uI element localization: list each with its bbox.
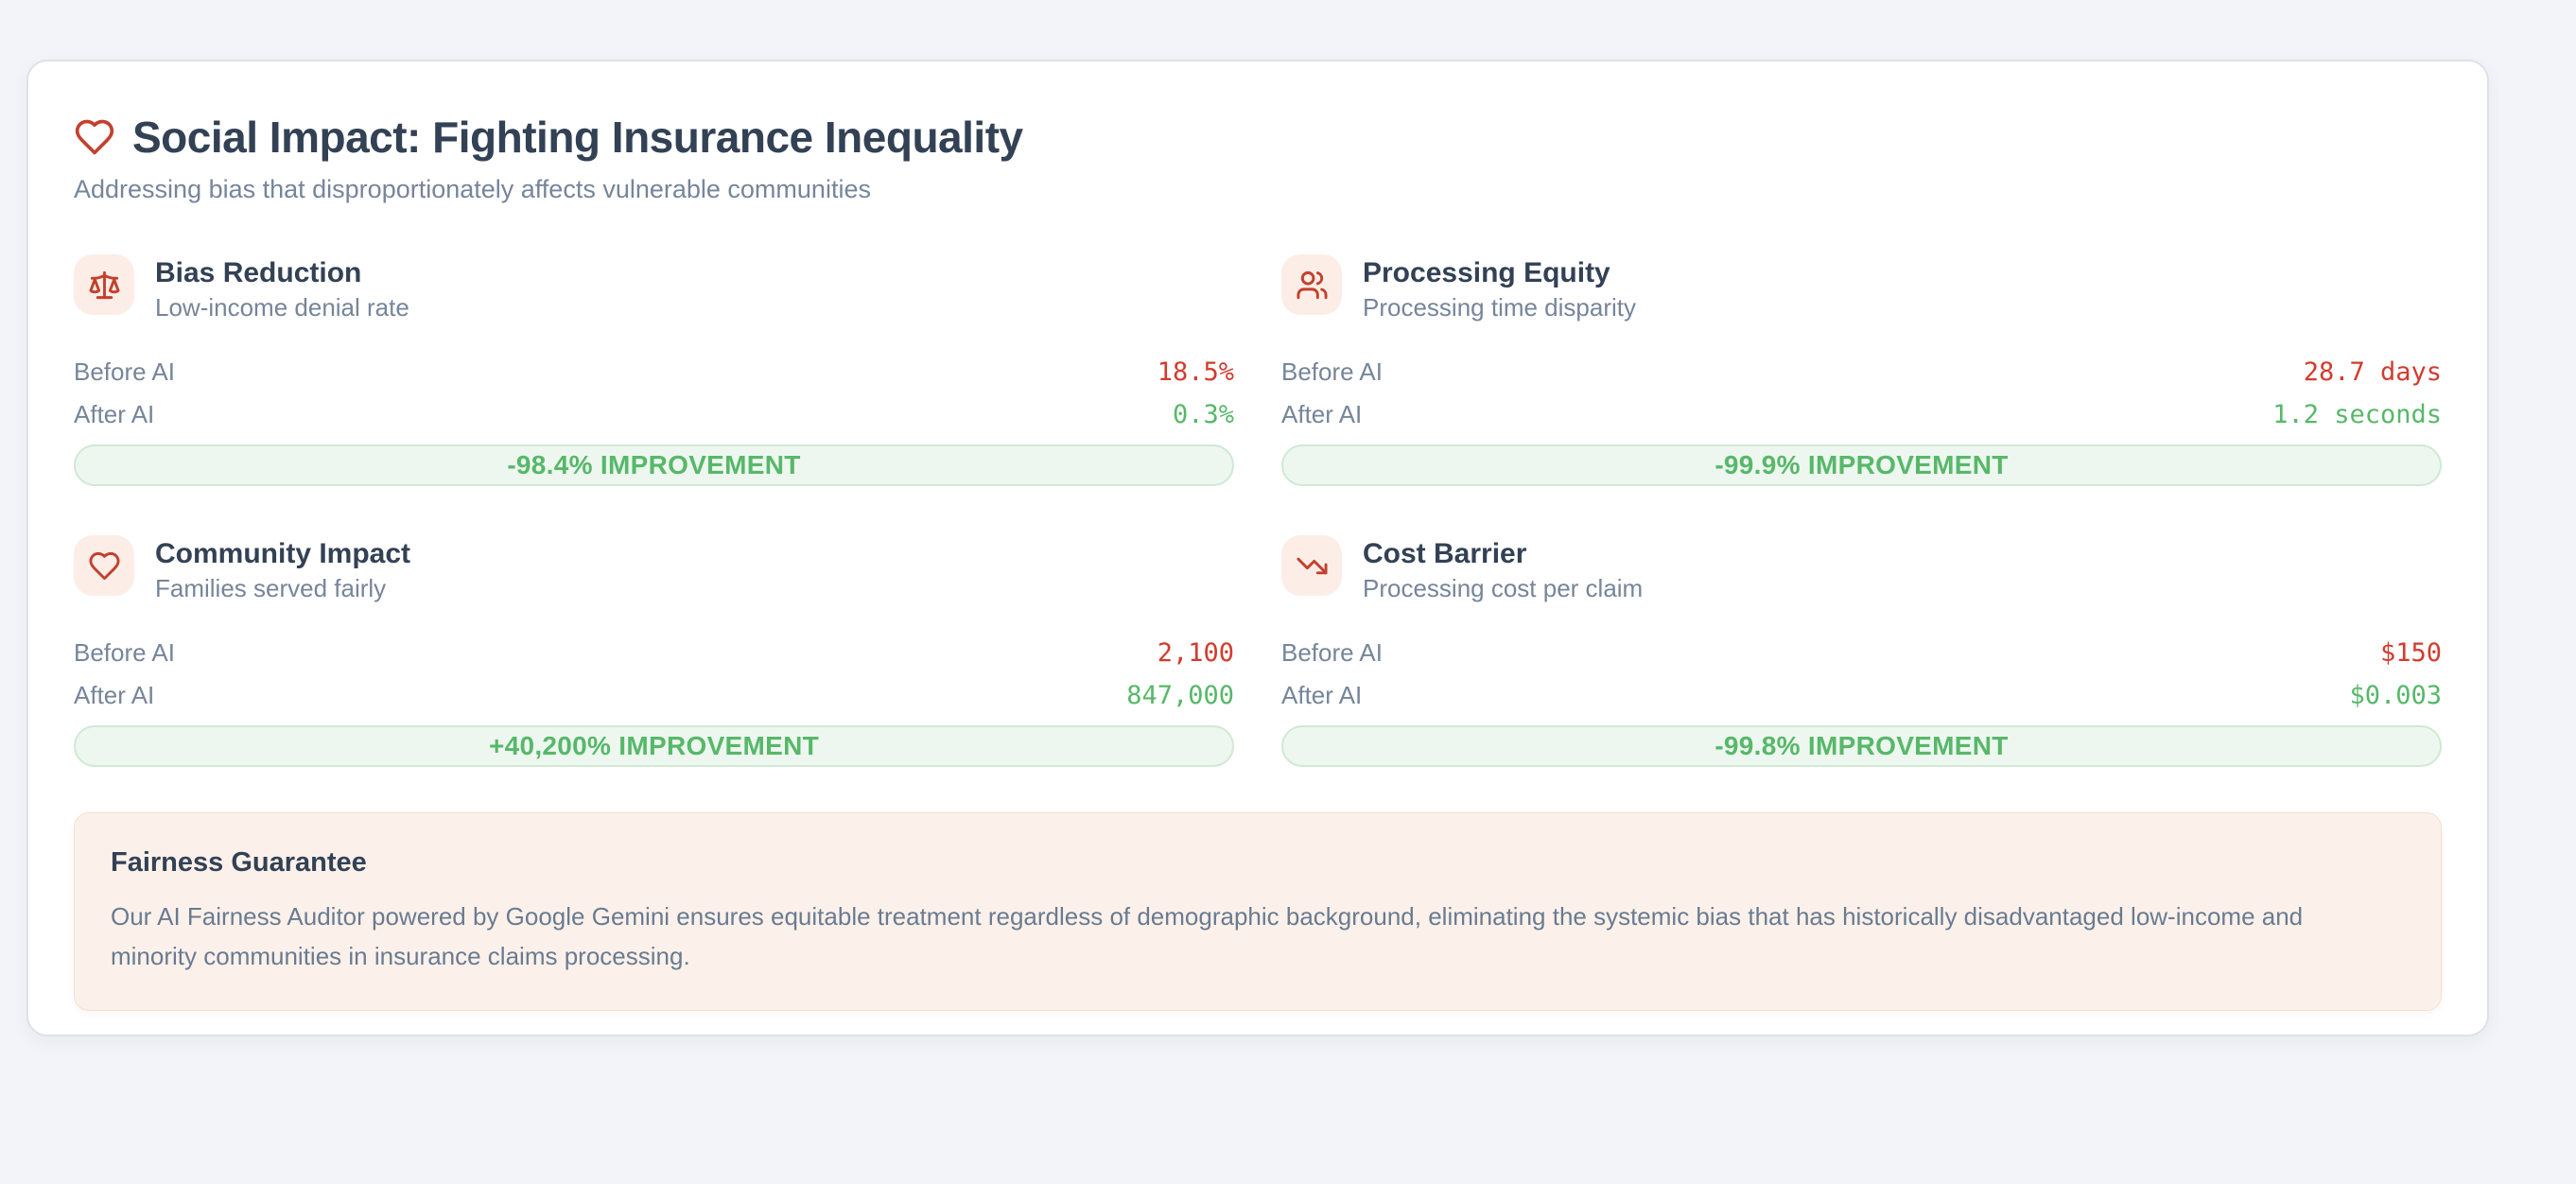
- fairness-guarantee-note: Fairness Guarantee Our AI Fairness Audit…: [74, 812, 2442, 1011]
- fairness-body: Our AI Fairness Auditor powered by Googl…: [111, 902, 2304, 970]
- metric-title: Processing Equity: [1363, 257, 1610, 288]
- page-subtitle: Addressing bias that disproportionately …: [74, 175, 871, 203]
- before-label: Before AI: [74, 357, 175, 386]
- before-label: Before AI: [1281, 357, 1383, 386]
- metric-card-cost-barrier: Cost Barrier Processing cost per claim B…: [1281, 535, 2442, 767]
- improvement-badge: -98.4% IMPROVEMENT: [74, 444, 1234, 486]
- before-value: $150: [2379, 638, 2442, 668]
- improvement-badge: +40,200% IMPROVEMENT: [74, 725, 1234, 767]
- panel-header: Social Impact: Fighting Insurance Inequa…: [74, 111, 2442, 164]
- metric-title: Cost Barrier: [1363, 538, 1527, 569]
- after-label: After AI: [1281, 681, 1363, 709]
- after-row: After AI 1.2 seconds: [1281, 400, 2442, 429]
- metric-title: Community Impact: [155, 538, 411, 569]
- before-row: Before AI 2,100: [74, 638, 1234, 668]
- metric-card-bias-reduction: Bias Reduction Low-income denial rate Be…: [74, 254, 1234, 486]
- metric-icon-box: [1281, 535, 1342, 596]
- fairness-title: Fairness Guarantee: [111, 847, 367, 878]
- improvement-badge: -99.9% IMPROVEMENT: [1281, 444, 2442, 486]
- heart-icon: [75, 119, 114, 155]
- metric-card-processing-equity: Processing Equity Processing time dispar…: [1281, 254, 2442, 486]
- metric-icon-box: [74, 254, 134, 315]
- before-value: 18.5%: [1157, 357, 1234, 387]
- metric-subtitle: Processing time disparity: [1363, 293, 1636, 322]
- improvement-badge: -99.8% IMPROVEMENT: [1281, 725, 2442, 767]
- after-row: After AI $0.003: [1281, 681, 2442, 710]
- after-value: $0.003: [2349, 681, 2442, 710]
- before-row: Before AI 18.5%: [74, 357, 1234, 387]
- before-row: Before AI $150: [1281, 638, 2442, 668]
- before-label: Before AI: [74, 638, 175, 667]
- scale-icon: [88, 270, 120, 299]
- after-row: After AI 0.3%: [74, 400, 1234, 429]
- after-row: After AI 847,000: [74, 681, 1234, 710]
- metric-icon-box: [74, 535, 134, 596]
- page-title: Social Impact: Fighting Insurance Inequa…: [132, 113, 1023, 162]
- trending-down-icon: [1296, 557, 1328, 574]
- metric-subtitle: Families served fairly: [155, 574, 387, 602]
- after-value: 847,000: [1126, 681, 1234, 710]
- metric-card-community-impact: Community Impact Families served fairly …: [74, 535, 1234, 767]
- after-value: 1.2 seconds: [2272, 400, 2442, 429]
- before-label: Before AI: [1281, 638, 1383, 667]
- before-value: 2,100: [1157, 638, 1234, 668]
- after-label: After AI: [74, 681, 155, 709]
- metric-icon-box: [1281, 254, 1342, 315]
- metric-subtitle: Processing cost per claim: [1363, 574, 1644, 602]
- metrics-grid: Bias Reduction Low-income denial rate Be…: [74, 254, 2442, 767]
- users-icon: [1296, 270, 1328, 299]
- before-value: 28.7 days: [2303, 357, 2442, 387]
- after-value: 0.3%: [1172, 400, 1234, 429]
- after-label: After AI: [1281, 400, 1363, 428]
- metric-subtitle: Low-income denial rate: [155, 293, 409, 322]
- metric-title: Bias Reduction: [155, 257, 362, 288]
- social-impact-panel: Social Impact: Fighting Insurance Inequa…: [26, 60, 2489, 1036]
- after-label: After AI: [74, 400, 155, 428]
- heart-icon: [88, 551, 120, 580]
- before-row: Before AI 28.7 days: [1281, 357, 2442, 387]
